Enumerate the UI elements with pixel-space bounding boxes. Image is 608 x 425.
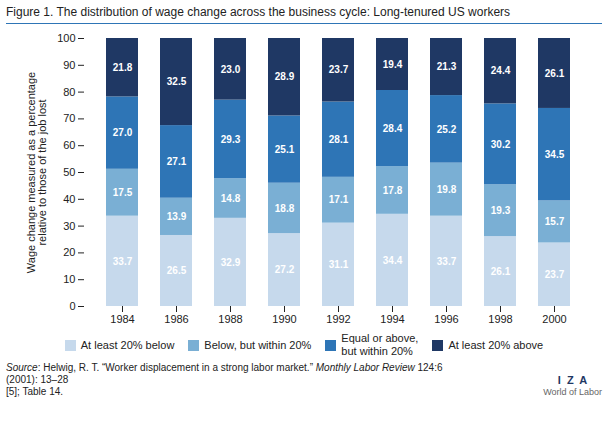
svg-text:17.5: 17.5 — [113, 187, 133, 198]
svg-text:33.7: 33.7 — [113, 256, 133, 267]
svg-text:Wage change measured as a perc: Wage change measured as a percentagerela… — [25, 72, 48, 273]
svg-text:50: 50 — [63, 166, 75, 178]
svg-text:18.8: 18.8 — [275, 203, 295, 214]
svg-text:40: 40 — [63, 193, 75, 205]
svg-text:1986: 1986 — [164, 313, 188, 325]
svg-text:27.2: 27.2 — [275, 264, 295, 275]
svg-text:25.2: 25.2 — [437, 124, 457, 135]
html-text:I Z A: I Z A — [557, 374, 588, 386]
svg-text:1988: 1988 — [218, 313, 242, 325]
html-text:Below, but within 20%: Below, but within 20% — [204, 338, 312, 351]
svg-text:34.5: 34.5 — [545, 149, 565, 160]
svg-text:21.3: 21.3 — [437, 61, 457, 72]
svg-text:1992: 1992 — [326, 313, 350, 325]
svg-text:90: 90 — [63, 59, 75, 71]
svg-text:32.5: 32.5 — [167, 76, 187, 87]
svg-text:1998: 1998 — [488, 313, 512, 325]
svg-text:60: 60 — [63, 139, 75, 151]
svg-text:19.3: 19.3 — [491, 205, 511, 216]
svg-text:28.1: 28.1 — [329, 134, 349, 145]
svg-text:21.8: 21.8 — [113, 62, 133, 73]
svg-text:25.1: 25.1 — [275, 144, 295, 155]
svg-text:32.9: 32.9 — [221, 257, 241, 268]
html-text:At least 20% above: At least 20% above — [448, 338, 544, 351]
svg-text:1984: 1984 — [110, 313, 134, 325]
svg-text:0: 0 — [69, 300, 75, 312]
svg-text:19.8: 19.8 — [437, 184, 457, 195]
svg-text:27.1: 27.1 — [167, 156, 187, 167]
svg-text:1994: 1994 — [380, 313, 404, 325]
svg-text:14.8: 14.8 — [221, 193, 241, 204]
svg-text:28.9: 28.9 — [275, 71, 295, 82]
svg-text:28.4: 28.4 — [383, 123, 403, 134]
svg-text:19.4: 19.4 — [383, 59, 403, 70]
html-text:Equal or above, but within 20%: Equal or above, but within 20% — [341, 332, 419, 357]
svg-text:17.8: 17.8 — [383, 185, 403, 196]
svg-text:17.1: 17.1 — [329, 194, 349, 205]
svg-text:10: 10 — [63, 273, 75, 285]
html-text:At least 20% below: At least 20% below — [80, 338, 175, 351]
svg-text:13.9: 13.9 — [167, 211, 187, 222]
svg-text:33.7: 33.7 — [437, 256, 457, 267]
svg-text:1996: 1996 — [434, 313, 458, 325]
svg-text:80: 80 — [63, 86, 75, 98]
svg-text:100: 100 — [57, 32, 75, 44]
svg-text:70: 70 — [63, 112, 75, 124]
svg-text:20: 20 — [63, 246, 75, 258]
html-text:World of Labor: World of Labor — [543, 387, 602, 397]
svg-text:23.7: 23.7 — [329, 64, 349, 75]
svg-text:26.1: 26.1 — [545, 68, 565, 79]
svg-text:31.1: 31.1 — [329, 259, 349, 270]
svg-text:27.0: 27.0 — [113, 127, 133, 138]
svg-text:29.3: 29.3 — [221, 134, 241, 145]
html-text:Source: Helwig, R. T. “Worker: Source: Helwig, R. T. “Worker displaceme… — [6, 362, 446, 397]
svg-text:26.5: 26.5 — [167, 265, 187, 276]
svg-text:23.7: 23.7 — [545, 269, 565, 280]
svg-text:15.7: 15.7 — [545, 216, 565, 227]
svg-text:30.2: 30.2 — [491, 139, 511, 150]
svg-text:30: 30 — [63, 220, 75, 232]
svg-text:23.0: 23.0 — [221, 64, 241, 75]
svg-text:2000: 2000 — [542, 313, 566, 325]
svg-text:34.4: 34.4 — [383, 255, 403, 266]
svg-text:24.4: 24.4 — [491, 65, 511, 76]
svg-text:1990: 1990 — [272, 313, 296, 325]
svg-text:26.1: 26.1 — [491, 266, 511, 277]
html-text:Figure 1. The distribution of: Figure 1. The distribution of wage chang… — [6, 5, 510, 19]
